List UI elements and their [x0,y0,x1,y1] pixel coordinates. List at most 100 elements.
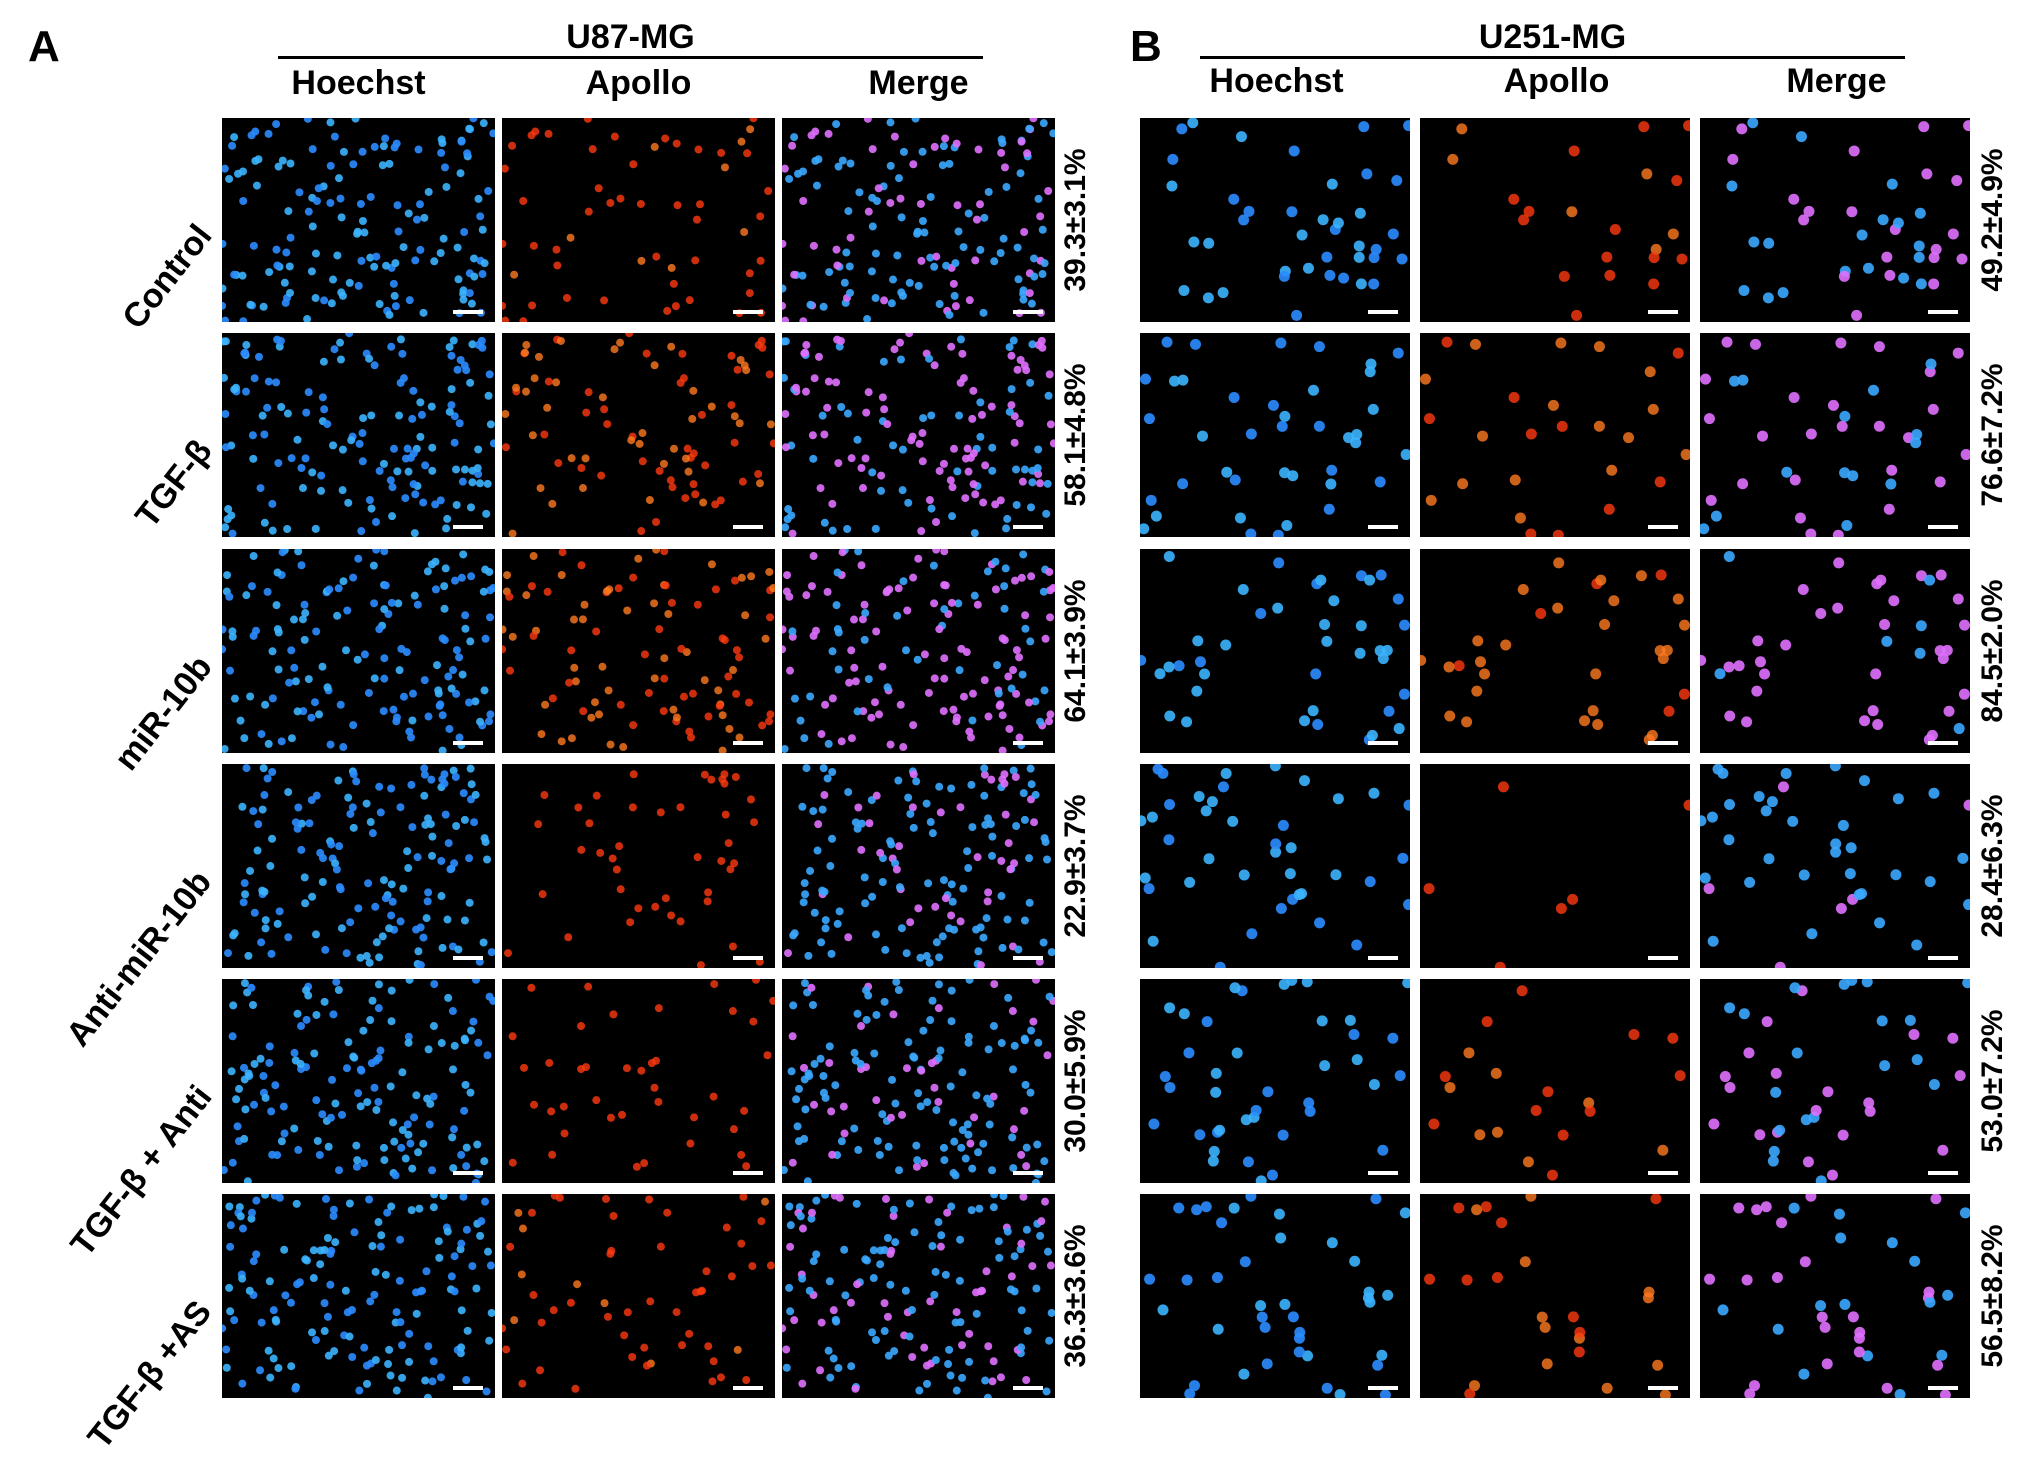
cell-nucleus [522,340,531,349]
cell-nucleus [301,899,310,908]
cell-nucleus [1733,1202,1745,1214]
cell-nucleus [1009,666,1018,675]
cell-nucleus [1150,510,1162,522]
cell-nucleus [518,1379,527,1388]
cell-nucleus [508,141,517,150]
cell-nucleus [1017,137,1026,146]
cell-nucleus [1606,464,1618,476]
cell-nucleus [926,1297,935,1306]
cell-nucleus [1859,715,1871,727]
cell-nucleus [809,807,818,816]
cell-nucleus [1650,243,1662,255]
cell-nucleus [899,577,908,586]
cell-nucleus [375,782,384,791]
cell-nucleus [947,911,956,920]
cell-nucleus [1147,935,1159,947]
cell-nucleus [817,938,826,947]
cell-nucleus [981,461,990,470]
cell-nucleus [1924,876,1936,888]
cell-nucleus [449,1065,458,1074]
cell-nucleus [1703,413,1715,425]
cell-nucleus [1744,1388,1756,1398]
cell-nucleus [839,1102,848,1111]
cell-nucleus [335,1166,344,1175]
cell-nucleus [689,480,698,489]
cell-nucleus [243,1177,252,1183]
cell-nucleus [283,409,292,418]
cell-nucleus [847,454,856,463]
cell-nucleus [919,1026,928,1035]
cell-nucleus [1231,1047,1243,1059]
cell-nucleus [462,1143,471,1152]
cell-nucleus [248,1000,257,1009]
cell-nucleus [250,908,259,917]
cell-nucleus [928,1242,937,1251]
cell-nucleus [833,919,842,928]
cell-nucleus [259,764,268,773]
cell-nucleus [965,1357,974,1366]
cell-nucleus [896,355,905,364]
cell-nucleus [365,1195,374,1204]
cell-nucleus [222,409,230,418]
cell-nucleus [366,1297,375,1306]
cell-nucleus [558,549,567,557]
cell-nucleus [916,953,925,962]
cell-nucleus [945,924,954,933]
cell-nucleus [1261,1358,1273,1370]
cell-nucleus [374,1004,383,1013]
cell-nucleus [902,949,911,958]
cell-nucleus [832,601,841,610]
cell-nucleus [889,275,898,284]
cell-nucleus [786,1307,795,1316]
cell-nucleus [416,398,425,407]
cell-nucleus [1601,1382,1613,1394]
cell-nucleus [254,352,263,361]
cell-nucleus [1914,647,1926,659]
cell-nucleus [348,1353,357,1362]
cell-nucleus [638,429,647,438]
cell-nucleus [1930,243,1942,255]
cell-nucleus [314,184,323,193]
cell-nucleus [269,1354,278,1363]
cell-nucleus [628,803,637,812]
cell-nucleus [667,598,676,607]
cell-nucleus [1574,1326,1586,1338]
cell-nucleus [1932,1359,1944,1371]
cell-nucleus [1573,1346,1585,1358]
cell-nucleus [884,1351,893,1360]
cell-nucleus [265,268,274,277]
cell-nucleus [704,888,713,897]
cell-nucleus [978,1286,987,1295]
cell-nucleus [1788,391,1800,403]
cell-nucleus [655,625,664,634]
cell-nucleus [354,904,363,913]
cell-nucleus [912,777,921,786]
cell-nucleus [935,782,944,791]
cell-nucleus [1275,337,1287,349]
cell-nucleus [1272,529,1284,537]
cell-nucleus [794,1084,803,1093]
cell-nucleus [847,1362,856,1371]
cell-nucleus [864,991,873,1000]
cell-nucleus [1659,1389,1671,1398]
cell-nucleus [825,268,834,277]
percentage-a-tgf-beta-anti: 30.0±5.9% [1059,1009,1092,1153]
cell-nucleus [332,979,341,986]
cell-nucleus [786,666,795,675]
cell-nucleus [1030,254,1039,263]
cell-nucleus [223,949,232,958]
cell-nucleus [286,288,295,297]
cell-nucleus [1383,705,1395,717]
cell-nucleus [404,1032,413,1041]
cell-nucleus [371,902,380,911]
cell-nucleus [1370,243,1382,255]
cell-nucleus [970,1113,979,1122]
scale-bar [1928,1171,1958,1175]
cell-nucleus [1368,278,1380,290]
cell-nucleus [1774,961,1786,968]
cell-nucleus [514,1208,523,1217]
cell-nucleus [1928,278,1940,290]
cell-nucleus [700,770,709,779]
cell-nucleus [886,198,895,207]
cell-nucleus [1953,723,1965,735]
